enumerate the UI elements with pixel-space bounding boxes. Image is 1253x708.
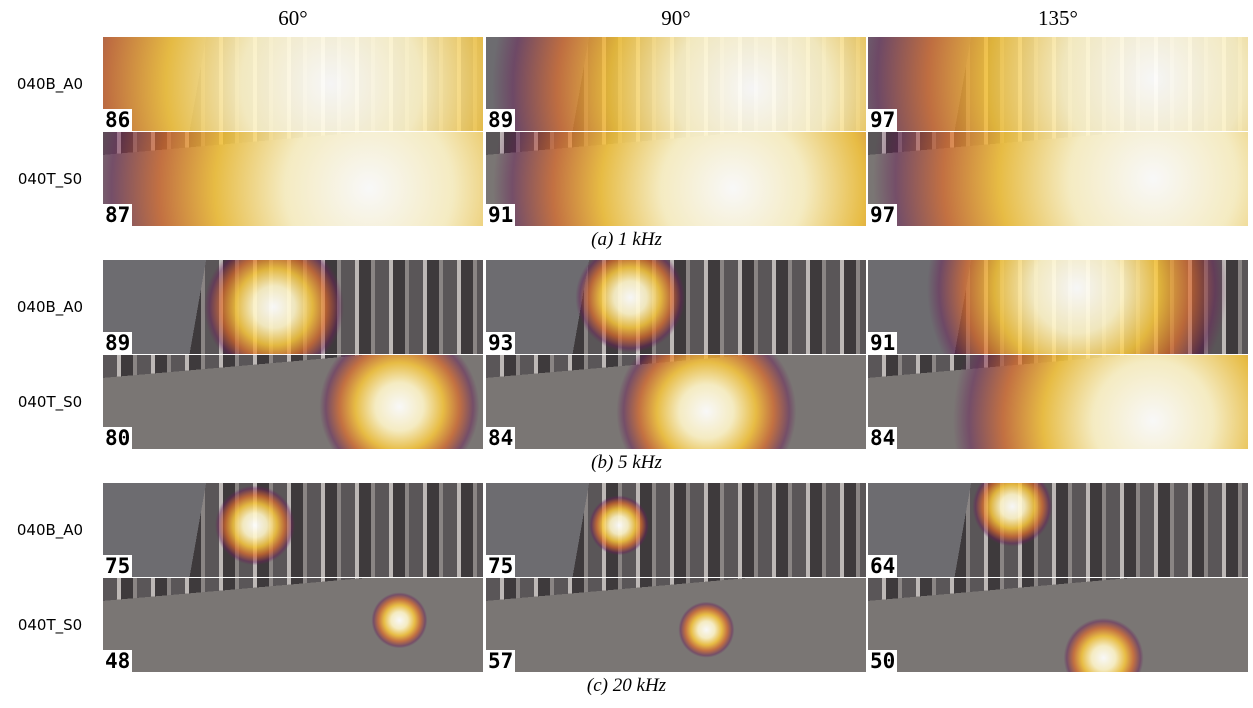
column-header: 135° <box>868 6 1248 31</box>
beamforming-map: 75 <box>103 483 483 577</box>
beamforming-map: 97 <box>868 37 1248 131</box>
level-label: 89 <box>103 332 132 354</box>
level-label: 84 <box>486 427 515 449</box>
row-label: 040B_A0 <box>0 298 100 316</box>
beamforming-map: 97 <box>868 132 1248 226</box>
beamforming-map: 89 <box>486 37 866 131</box>
beamforming-map: 89 <box>103 260 483 354</box>
beamforming-map: 86 <box>103 37 483 131</box>
panel-caption: (c) 20 kHz <box>0 675 1253 697</box>
level-label: 48 <box>103 650 132 672</box>
level-label: 87 <box>103 204 132 226</box>
column-header: 60° <box>103 6 483 31</box>
row-label: 040T_S0 <box>0 393 100 411</box>
level-label: 97 <box>868 109 897 131</box>
beamforming-map: 93 <box>486 260 866 354</box>
column-header: 90° <box>486 6 866 31</box>
level-label: 84 <box>868 427 897 449</box>
beamforming-map: 91 <box>868 260 1248 354</box>
row-label: 040B_A0 <box>0 75 100 93</box>
level-label: 80 <box>103 427 132 449</box>
level-label: 91 <box>486 204 515 226</box>
level-label: 86 <box>103 109 132 131</box>
row-label: 040B_A0 <box>0 521 100 539</box>
row-label: 040T_S0 <box>0 170 100 188</box>
panel-caption: (b) 5 kHz <box>0 452 1253 474</box>
beamforming-map: 91 <box>486 132 866 226</box>
level-label: 75 <box>103 555 132 577</box>
level-label: 64 <box>868 555 897 577</box>
row-label: 040T_S0 <box>0 616 100 634</box>
beamforming-map: 57 <box>486 578 866 672</box>
beamforming-map: 64 <box>868 483 1248 577</box>
level-label: 97 <box>868 204 897 226</box>
beamforming-map: 84 <box>486 355 866 449</box>
beamforming-map: 48 <box>103 578 483 672</box>
panel-caption: (a) 1 kHz <box>0 229 1253 251</box>
level-label: 57 <box>486 650 515 672</box>
beamforming-map: 84 <box>868 355 1248 449</box>
figure: {"columns": ["60°", "90°", "135°"], "pan… <box>0 0 1253 708</box>
level-label: 93 <box>486 332 515 354</box>
level-label: 89 <box>486 109 515 131</box>
level-label: 75 <box>486 555 515 577</box>
beamforming-map: 50 <box>868 578 1248 672</box>
beamforming-map: 75 <box>486 483 866 577</box>
level-label: 91 <box>868 332 897 354</box>
beamforming-map: 80 <box>103 355 483 449</box>
level-label: 50 <box>868 650 897 672</box>
beamforming-map: 87 <box>103 132 483 226</box>
